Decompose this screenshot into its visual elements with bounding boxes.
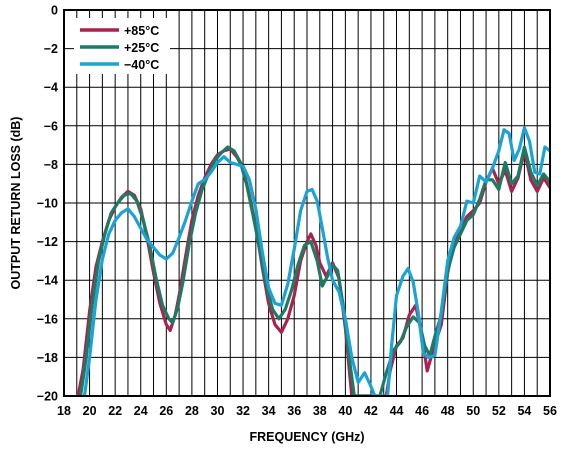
x-tick-label: 36 [287, 404, 301, 418]
plot-frame [63, 9, 551, 397]
legend-label-85c: +85°C [124, 24, 159, 38]
x-tick-label: 54 [517, 404, 531, 418]
x-tick-label: 30 [211, 404, 225, 418]
x-tick-label: 40 [338, 404, 352, 418]
x-tick-label: 44 [390, 404, 404, 418]
x-tick-label: 56 [543, 404, 557, 418]
x-tick-labels: 18 20 22 24 26 28 30 32 34 36 38 40 42 44 46 48 50 52 54 56 [57, 404, 557, 418]
x-axis-title: FREQUENCY (GHz) [249, 430, 364, 444]
y-tick-label: −16 [37, 312, 58, 326]
y-tick-label: −18 [37, 351, 58, 365]
x-tick-label: 24 [134, 404, 148, 418]
x-tick-label: 48 [441, 404, 455, 418]
x-tick-label: 34 [262, 404, 276, 418]
y-tick-label: −10 [37, 197, 58, 211]
series-line-1 [79, 145, 550, 396]
x-tick-label: 32 [236, 404, 250, 418]
y-axis-title: OUTPUT RETURN LOSS (dB) [9, 117, 23, 290]
series-layer [76, 126, 550, 396]
x-tick-label: 52 [492, 404, 506, 418]
x-tick-label: 20 [83, 404, 97, 418]
x-tick-label: 26 [159, 404, 173, 418]
legend-label-minus40c: −40°C [124, 58, 159, 72]
legend: +85°C +25°C −40°C [74, 18, 170, 74]
y-tick-label: −14 [37, 274, 58, 288]
x-tick-label: 18 [57, 404, 71, 418]
series-line-2 [82, 126, 550, 396]
y-tick-label: 0 [51, 4, 58, 18]
x-tick-label: 22 [108, 404, 122, 418]
legend-label-25c: +25°C [124, 41, 159, 55]
y-tick-label: −4 [44, 81, 58, 95]
x-tick-label: 50 [466, 404, 480, 418]
y-tick-label: −8 [44, 158, 58, 172]
x-tick-label: 28 [185, 404, 199, 418]
y-tick-label: −2 [44, 42, 58, 56]
x-tick-label: 42 [364, 404, 378, 418]
y-tick-label: −12 [37, 235, 58, 249]
y-tick-label: −6 [44, 119, 58, 133]
x-tick-label: 38 [313, 404, 327, 418]
y-tick-labels: 0 −2 −4 −6 −8 −10 −12 −14 −16 −18 −20 [37, 4, 58, 404]
x-tick-label: 46 [415, 404, 429, 418]
y-tick-label: −20 [37, 390, 58, 404]
